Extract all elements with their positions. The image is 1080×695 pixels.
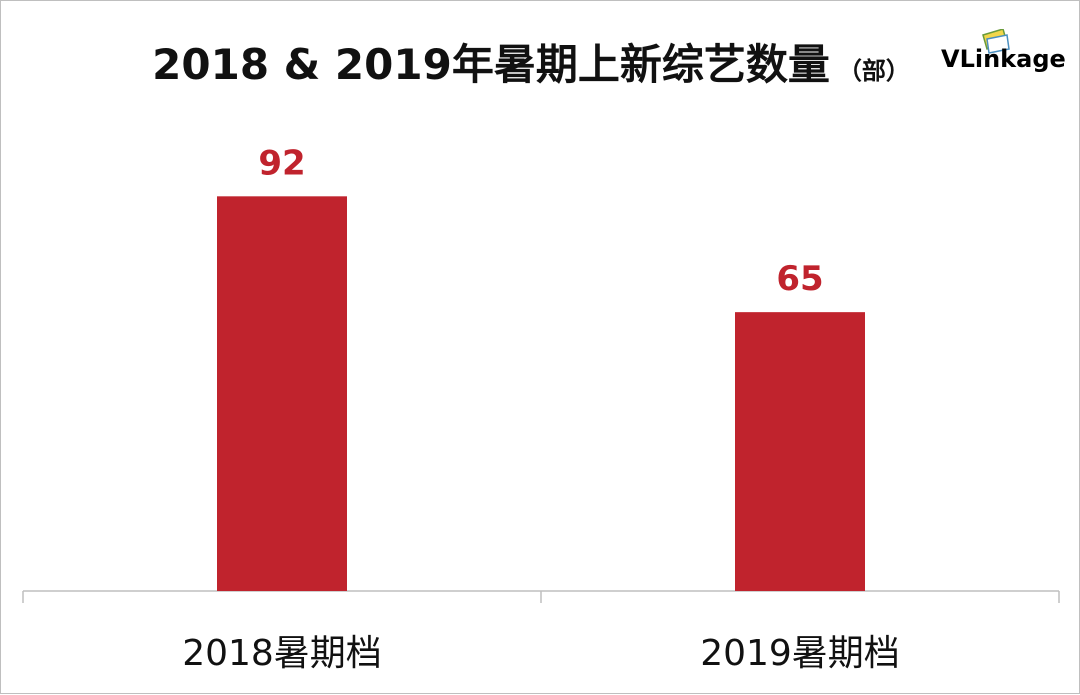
chart-title-unit: （部） — [837, 57, 910, 85]
bars-group: 92 2018暑期档 65 2019暑期档 — [182, 143, 900, 674]
category-label-0: 2018暑期档 — [182, 633, 382, 674]
bar-1 — [735, 312, 865, 591]
chart-title: 2018 & 2019年暑期上新综艺数量 （部） — [1, 31, 1061, 92]
bar-value-label-0: 92 — [258, 143, 305, 183]
chart-title-main: 2018 & 2019年暑期上新综艺数量 — [152, 40, 830, 89]
logo-cards-icon — [982, 29, 1010, 54]
bar-0 — [217, 196, 347, 591]
bar-value-label-1: 65 — [776, 259, 823, 299]
category-label-1: 2019暑期档 — [700, 633, 900, 674]
logo-text: VLinkage — [941, 45, 1066, 73]
vlinkage-logo: VLinkage — [941, 29, 1071, 79]
